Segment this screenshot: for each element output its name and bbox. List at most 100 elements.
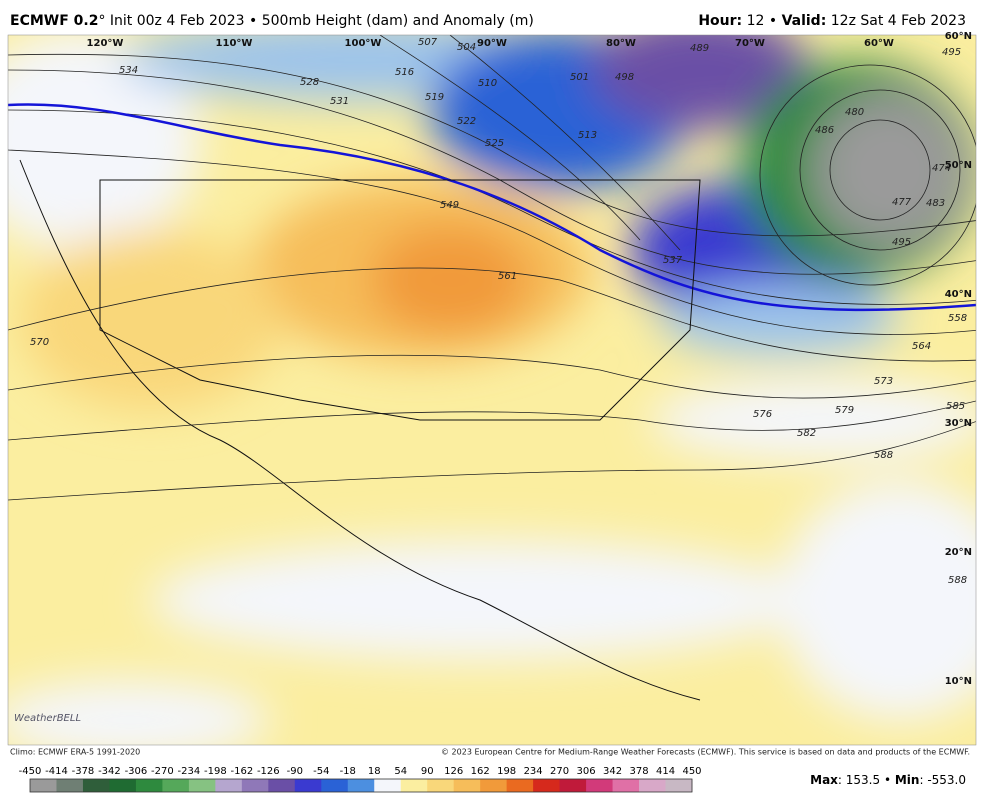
colorbar-swatch bbox=[400, 779, 428, 792]
colorbar: -450 -414 -378 -342 -306 -270 -234 -198 -162 -126… bbox=[19, 766, 702, 793]
colorbar-swatch bbox=[347, 779, 375, 792]
colorbar-tick: -306 bbox=[125, 766, 148, 777]
colorbar-swatch bbox=[321, 779, 349, 792]
colorbar-tick: -126 bbox=[257, 766, 280, 777]
climo-note: Climo: ECMWF ERA-5 1991-2020 bbox=[10, 748, 140, 757]
valid-label: Valid: bbox=[782, 13, 827, 29]
max-min: Max: 153.5 • Min: -553.0 bbox=[810, 773, 966, 787]
header-valid: Hour: 12 • Valid: 12z Sat 4 Feb 2023 bbox=[698, 13, 966, 29]
colorbar-swatch bbox=[82, 779, 110, 792]
contour-label: 564 bbox=[912, 341, 931, 352]
colorbar-tick: 342 bbox=[603, 766, 622, 777]
contour-label: 516 bbox=[395, 67, 414, 78]
colorbar-swatch bbox=[268, 779, 296, 792]
contour-label: 531 bbox=[330, 96, 349, 107]
valid-value: 12z Sat 4 Feb 2023 bbox=[831, 13, 966, 29]
colorbar-swatch bbox=[586, 779, 614, 792]
colorbar-tick: -450 bbox=[19, 766, 42, 777]
colorbar-tick: -234 bbox=[178, 766, 201, 777]
lat-label: 30°N bbox=[945, 418, 972, 429]
lat-label: 50°N bbox=[945, 160, 972, 171]
colorbar-tick: -90 bbox=[287, 766, 303, 777]
contour-label: 507 bbox=[418, 37, 438, 48]
copyright: © 2023 European Centre for Medium-Range … bbox=[441, 748, 970, 757]
lat-labels: 60°N 50°N 40°N 30°N 20°N 10°N bbox=[945, 31, 972, 687]
lon-labels: 120°W 110°W 100°W 90°W 80°W 70°W 60°W bbox=[87, 38, 894, 49]
colorbar-swatch bbox=[294, 779, 322, 792]
colorbar-tick: 270 bbox=[550, 766, 569, 777]
colorbar-swatch bbox=[612, 779, 640, 792]
colorbar-frame bbox=[29, 778, 693, 793]
model: ECMWF 0.2 bbox=[10, 13, 98, 29]
contour-label: 579 bbox=[835, 405, 854, 416]
colorbar-swatch bbox=[559, 779, 587, 792]
header-title: ECMWF 0.2° Init 00z 4 Feb 2023 • 500mb H… bbox=[10, 13, 534, 29]
colorbar-swatch bbox=[215, 779, 243, 792]
colorbar-swatch bbox=[109, 779, 137, 792]
colorbar-tick: 378 bbox=[629, 766, 648, 777]
colorbar-tick: 198 bbox=[497, 766, 516, 777]
lon-label: 60°W bbox=[864, 38, 894, 49]
lat-label: 40°N bbox=[945, 289, 972, 300]
contour-label: 477 bbox=[892, 197, 912, 208]
contour-label: 549 bbox=[440, 200, 459, 211]
colorbar-swatch bbox=[533, 779, 561, 792]
description: ° Init 00z 4 Feb 2023 • 500mb Height (da… bbox=[98, 13, 533, 29]
contour-label: 498 bbox=[615, 72, 634, 83]
contour-label: 585 bbox=[946, 401, 965, 412]
contour-label: 576 bbox=[753, 409, 772, 420]
contour-label: 522 bbox=[457, 116, 476, 127]
contour-label: 558 bbox=[948, 313, 967, 324]
contour-label: 501 bbox=[570, 72, 589, 83]
contour-label: 525 bbox=[485, 138, 504, 149]
colorbar-tick: 414 bbox=[656, 766, 675, 777]
lat-label: 10°N bbox=[945, 676, 972, 687]
colorbar-tick: 90 bbox=[421, 766, 434, 777]
colorbar-swatch bbox=[162, 779, 190, 792]
colorbar-swatch bbox=[639, 779, 667, 792]
colorbar-tick: 234 bbox=[524, 766, 543, 777]
colorbar-swatch bbox=[506, 779, 534, 792]
colorbar-swatch bbox=[453, 779, 481, 792]
colorbar-swatch bbox=[665, 779, 693, 792]
contour-label: 534 bbox=[119, 65, 138, 76]
colorbar-tick: 126 bbox=[444, 766, 463, 777]
lon-label: 120°W bbox=[87, 38, 124, 49]
colorbar-tick: -270 bbox=[151, 766, 174, 777]
contour-label: 513 bbox=[578, 130, 597, 141]
colorbar-tick: -378 bbox=[72, 766, 95, 777]
colorbar-swatch bbox=[480, 779, 508, 792]
max-value: 153.5 bbox=[846, 773, 880, 787]
map: 534 528 531 516 519 522 525 507 504 510 … bbox=[8, 35, 976, 745]
lon-label: 70°W bbox=[735, 38, 765, 49]
colorbar-tick: 18 bbox=[368, 766, 381, 777]
contour-label: 510 bbox=[478, 78, 497, 89]
contour-label: 486 bbox=[815, 125, 834, 136]
contour-label: 570 bbox=[30, 337, 49, 348]
colorbar-tick: -162 bbox=[230, 766, 253, 777]
colorbar-tick: 54 bbox=[394, 766, 407, 777]
colorbar-swatch bbox=[135, 779, 163, 792]
colorbar-swatch bbox=[427, 779, 455, 792]
min-label: Min bbox=[895, 773, 920, 787]
lat-label: 60°N bbox=[945, 31, 972, 42]
colorbar-tick: -342 bbox=[98, 766, 121, 777]
colorbar-tick: -54 bbox=[313, 766, 329, 777]
min-value: -553.0 bbox=[927, 773, 966, 787]
colorbar-tick: -414 bbox=[45, 766, 68, 777]
contour-label: 489 bbox=[690, 43, 709, 54]
logo: WeatherBELL bbox=[14, 713, 81, 724]
contour-label: 537 bbox=[663, 255, 683, 266]
lon-label: 90°W bbox=[477, 38, 507, 49]
contour-label: 483 bbox=[926, 198, 945, 209]
contour-label: 504 bbox=[457, 42, 476, 53]
contour-label: 480 bbox=[845, 107, 864, 118]
lon-label: 110°W bbox=[216, 38, 253, 49]
contour-label: 588 bbox=[874, 450, 893, 461]
colorbar-tick: 162 bbox=[471, 766, 490, 777]
contour-label: 528 bbox=[300, 77, 319, 88]
colorbar-swatch bbox=[30, 779, 57, 792]
colorbar-tick: -18 bbox=[340, 766, 356, 777]
contour-label: 474 bbox=[932, 163, 951, 174]
